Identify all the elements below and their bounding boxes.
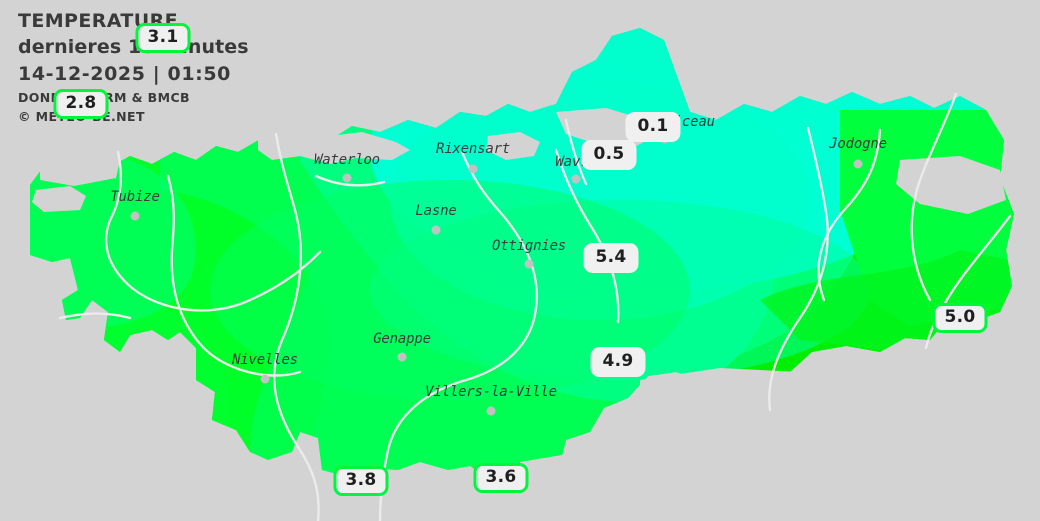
temperature-value-badge[interactable]: 5.4 — [583, 243, 639, 273]
temperature-value-badge[interactable]: 5.0 — [932, 303, 988, 333]
temperature-value-badge[interactable]: 4.9 — [590, 347, 646, 377]
temperature-value-badge[interactable]: 2.8 — [53, 89, 109, 119]
map-enclaves — [32, 108, 1006, 492]
temperature-value-badge[interactable]: 0.1 — [625, 112, 681, 142]
temperature-value-badge[interactable]: 3.1 — [135, 23, 191, 53]
road-network — [58, 92, 1012, 521]
temperature-value-badge[interactable]: 3.6 — [473, 463, 529, 493]
temperature-value-badge[interactable]: 0.5 — [581, 140, 637, 170]
temperature-value-badge[interactable]: 3.8 — [333, 466, 389, 496]
